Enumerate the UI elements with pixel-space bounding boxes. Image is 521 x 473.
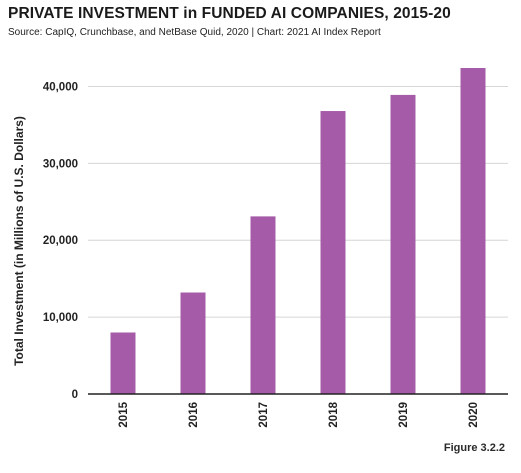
x-tick-label: 2020 — [468, 402, 480, 428]
figure-label: Figure 3.2.2 — [443, 442, 505, 454]
x-tick-label: 2015 — [118, 401, 130, 427]
bar-2017 — [250, 216, 276, 394]
bar-2020 — [460, 67, 486, 394]
y-tick-label: 40,000 — [43, 81, 78, 93]
x-tick-label: 2017 — [258, 402, 270, 428]
x-tick-labels: 2015 2016 2017 2018 2019 2020 — [118, 401, 480, 427]
bar-2016 — [180, 292, 206, 394]
x-tick-label: 2019 — [398, 402, 410, 428]
bar-2015 — [110, 332, 136, 394]
y-tick-label: 20,000 — [43, 235, 78, 247]
y-tick-label: 0 — [72, 389, 78, 401]
bar-2018 — [320, 111, 346, 394]
gridlines — [88, 85, 508, 318]
x-tick-label: 2016 — [188, 402, 200, 428]
y-tick-label: 30,000 — [43, 158, 78, 170]
chart-source: Source: CapIQ, Crunchbase, and NetBase Q… — [8, 27, 381, 38]
bars — [110, 67, 486, 394]
x-tick-label: 2018 — [328, 401, 340, 427]
y-tick-label: 10,000 — [43, 312, 78, 324]
y-tick-labels: 0 10,000 20,000 30,000 40,000 — [43, 81, 78, 401]
y-axis-label: Total Investment (in Millions of U.S. Do… — [12, 116, 26, 366]
chart-title: PRIVATE INVESTMENT in FUNDED AI COMPANIE… — [8, 5, 451, 22]
bar-2019 — [390, 94, 416, 394]
